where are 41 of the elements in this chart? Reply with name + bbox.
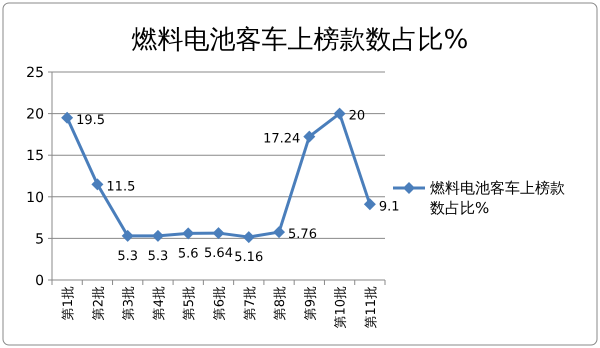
- y-tick-label: 25: [26, 65, 44, 81]
- data-label: 5.3: [117, 248, 138, 264]
- data-label: 5.76: [288, 227, 317, 242]
- x-tick-label: 第9批: [303, 286, 318, 320]
- point: [61, 112, 74, 124]
- x-tick-label: 第2批: [91, 286, 106, 320]
- data-label: 11.5: [106, 179, 136, 194]
- data-label: 5.64: [204, 246, 233, 262]
- x-tick-label: 第7批: [242, 286, 258, 320]
- data-label: 20: [348, 108, 366, 124]
- x-tick-label: 第6批: [212, 286, 228, 320]
- x-tick-label: 第10批: [334, 286, 349, 329]
- point: [212, 227, 224, 240]
- point: [242, 231, 255, 244]
- data-label: 9.1: [378, 199, 400, 214]
- point: [303, 130, 316, 143]
- point: [152, 230, 164, 242]
- x-tick-label: 第4批: [152, 286, 167, 320]
- point: [91, 178, 104, 190]
- x-tick-label: 第11批: [364, 286, 379, 329]
- data-label: 5.3: [148, 248, 168, 264]
- legend-label: 燃料电池客车上榜款数占比%: [430, 179, 565, 217]
- point: [182, 227, 194, 240]
- y-tick-label: 15: [26, 148, 44, 164]
- x-tick-label: 第3批: [122, 286, 137, 320]
- data-label: 17.24: [263, 132, 300, 147]
- y-tick-label: 5: [35, 231, 44, 248]
- y-tick-label: 20: [26, 106, 44, 123]
- point: [334, 108, 346, 120]
- chart-title: 燃料电池客车上榜款数占比%: [132, 25, 468, 55]
- data-label: 19.5: [76, 112, 106, 128]
- data-label: 5.6: [178, 246, 199, 262]
- data-label: 5.16: [234, 250, 264, 266]
- point: [364, 198, 376, 210]
- y-tick-label: 0: [35, 273, 44, 289]
- x-tick-label: 第5批: [182, 286, 198, 320]
- point: [122, 230, 134, 242]
- point: [273, 226, 286, 238]
- x-tick-label: 第8批: [273, 286, 288, 320]
- x-tick-label: 第1批: [61, 286, 76, 320]
- y-tick-label: 10: [26, 190, 44, 206]
